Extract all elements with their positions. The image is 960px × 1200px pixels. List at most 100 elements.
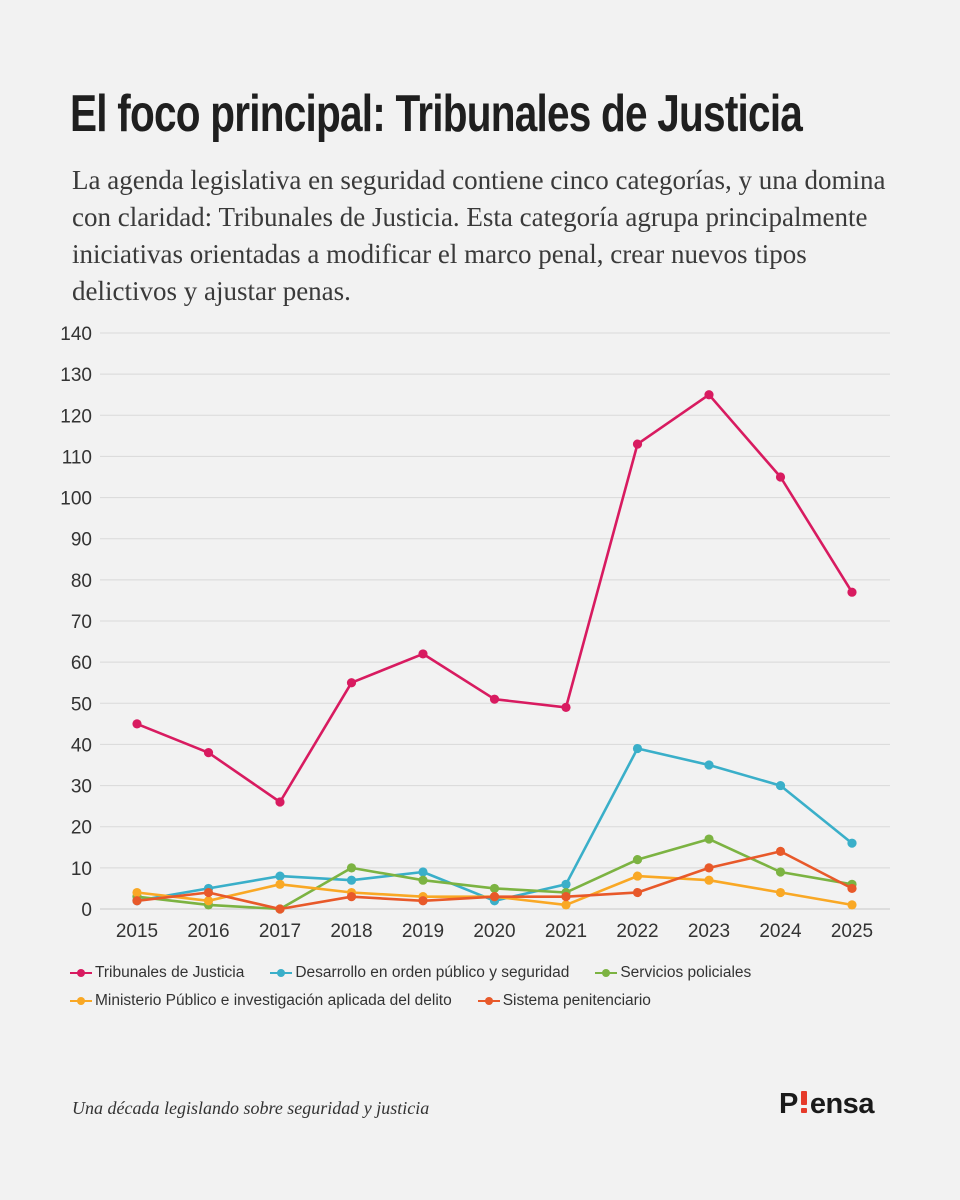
- data-point: [418, 649, 428, 659]
- x-tick-label: 2022: [616, 921, 658, 942]
- y-tick-label: 0: [81, 900, 92, 921]
- page-subtitle: La agenda legislativa en seguridad conti…: [72, 165, 886, 306]
- legend-label: Tribunales de Justicia: [95, 964, 245, 981]
- data-point: [561, 900, 571, 910]
- y-tick-label: 100: [60, 489, 92, 510]
- data-point: [704, 875, 714, 885]
- x-tick-label: 2019: [402, 921, 444, 942]
- data-point: [847, 587, 857, 597]
- legend-swatch: [270, 967, 293, 979]
- y-tick-label: 130: [60, 365, 92, 386]
- data-point: [704, 863, 714, 873]
- data-point: [203, 896, 214, 906]
- x-tick-label: 2020: [473, 921, 515, 942]
- page-title: El foco principal: Tribunales de Justici…: [70, 85, 803, 143]
- legend-item: Servicios policiales: [595, 964, 751, 982]
- legend-item: Tribunales de Justicia: [70, 964, 244, 982]
- series-1: [132, 743, 857, 906]
- x-tick-label: 2018: [330, 921, 372, 942]
- data-point: [632, 439, 643, 449]
- x-tick-label: 2025: [831, 921, 873, 942]
- y-tick-label: 30: [71, 777, 92, 798]
- legend-swatch: [595, 967, 618, 979]
- data-point: [561, 892, 571, 902]
- data-point: [632, 871, 643, 881]
- data-point: [489, 694, 500, 704]
- data-point: [704, 834, 714, 844]
- data-point: [275, 904, 285, 914]
- data-point: [132, 887, 142, 898]
- brand-logo-accent: [799, 1091, 809, 1113]
- legend-label: Sistema penitenciario: [502, 992, 651, 1009]
- data-point: [775, 846, 786, 857]
- data-point: [132, 896, 142, 906]
- data-point: [561, 879, 571, 889]
- y-tick-label: 70: [71, 612, 92, 633]
- data-point: [847, 900, 857, 910]
- y-tick-label: 40: [71, 735, 92, 756]
- y-tick-label: 10: [71, 859, 92, 880]
- y-tick-label: 120: [60, 406, 92, 427]
- legend-item: Ministerio Público e investigación aplic…: [70, 992, 452, 1010]
- legend-swatch: [477, 995, 500, 1007]
- chart-legend: Tribunales de Justicia Desarrollo en orde…: [70, 964, 900, 1010]
- data-point: [632, 887, 643, 898]
- x-tick-label: 2016: [187, 921, 229, 942]
- series-4: [132, 846, 857, 914]
- data-point: [418, 896, 428, 906]
- data-point: [203, 887, 214, 898]
- x-tick-label: 2021: [545, 921, 587, 942]
- legend-swatch: [70, 995, 92, 1007]
- data-point: [275, 871, 285, 881]
- chart-axes: 0 10 20 30 40 50 60 70 80 90 100 110 120 130 140 2015 20…: [60, 324, 873, 942]
- data-point: [704, 760, 714, 770]
- footer-note: Una década legislando sobre seguridad y …: [72, 1098, 430, 1118]
- data-point: [418, 867, 428, 877]
- y-tick-label: 50: [71, 694, 92, 715]
- data-point: [418, 875, 428, 885]
- data-point: [775, 472, 786, 482]
- y-tick-label: 110: [62, 447, 92, 468]
- data-point: [847, 883, 857, 894]
- data-point: [704, 390, 714, 400]
- data-point: [346, 892, 357, 902]
- y-tick-label: 20: [71, 818, 92, 839]
- y-tick-label: 60: [71, 653, 92, 674]
- legend-label: Servicios policiales: [620, 964, 752, 981]
- series-0: [132, 390, 857, 807]
- chart-grid: [100, 332, 890, 910]
- legend-item: Desarrollo en orden público y seguridad: [270, 964, 569, 982]
- legend-label: Ministerio Público e investigación aplic…: [95, 992, 452, 1009]
- y-tick-label: 140: [60, 324, 92, 345]
- data-point: [275, 879, 285, 889]
- x-tick-label: 2023: [688, 921, 730, 942]
- data-point: [489, 883, 500, 894]
- data-point: [561, 702, 571, 712]
- x-tick-label: 2017: [259, 921, 301, 942]
- data-point: [632, 855, 643, 865]
- legend-item: Sistema penitenciario: [477, 992, 651, 1010]
- data-point: [346, 678, 357, 688]
- data-point: [847, 838, 857, 848]
- data-point: [632, 743, 643, 754]
- chart-series: [132, 390, 857, 914]
- data-point: [132, 719, 142, 729]
- brand-logo: P ensa: [779, 1088, 874, 1121]
- data-point: [275, 797, 285, 807]
- series-line: [136, 393, 854, 804]
- series-line: [136, 747, 853, 903]
- brand-logo-start: P: [779, 1088, 798, 1120]
- data-point: [775, 780, 786, 791]
- data-point: [203, 748, 214, 758]
- data-point: [346, 863, 357, 873]
- y-tick-label: 80: [71, 571, 92, 592]
- x-tick-label: 2015: [116, 921, 158, 942]
- y-tick-label: 90: [71, 530, 92, 551]
- legend-label: Desarrollo en orden público y seguridad: [295, 964, 570, 981]
- brand-logo-end: ensa: [809, 1088, 875, 1120]
- x-tick-label: 2024: [759, 921, 802, 942]
- data-point: [775, 887, 786, 898]
- data-point: [775, 867, 786, 877]
- legend-swatch: [70, 967, 92, 979]
- line-chart: 0 10 20 30 40 50 60 70 80 90 100 110 120 130 140 2015 20…: [60, 324, 890, 942]
